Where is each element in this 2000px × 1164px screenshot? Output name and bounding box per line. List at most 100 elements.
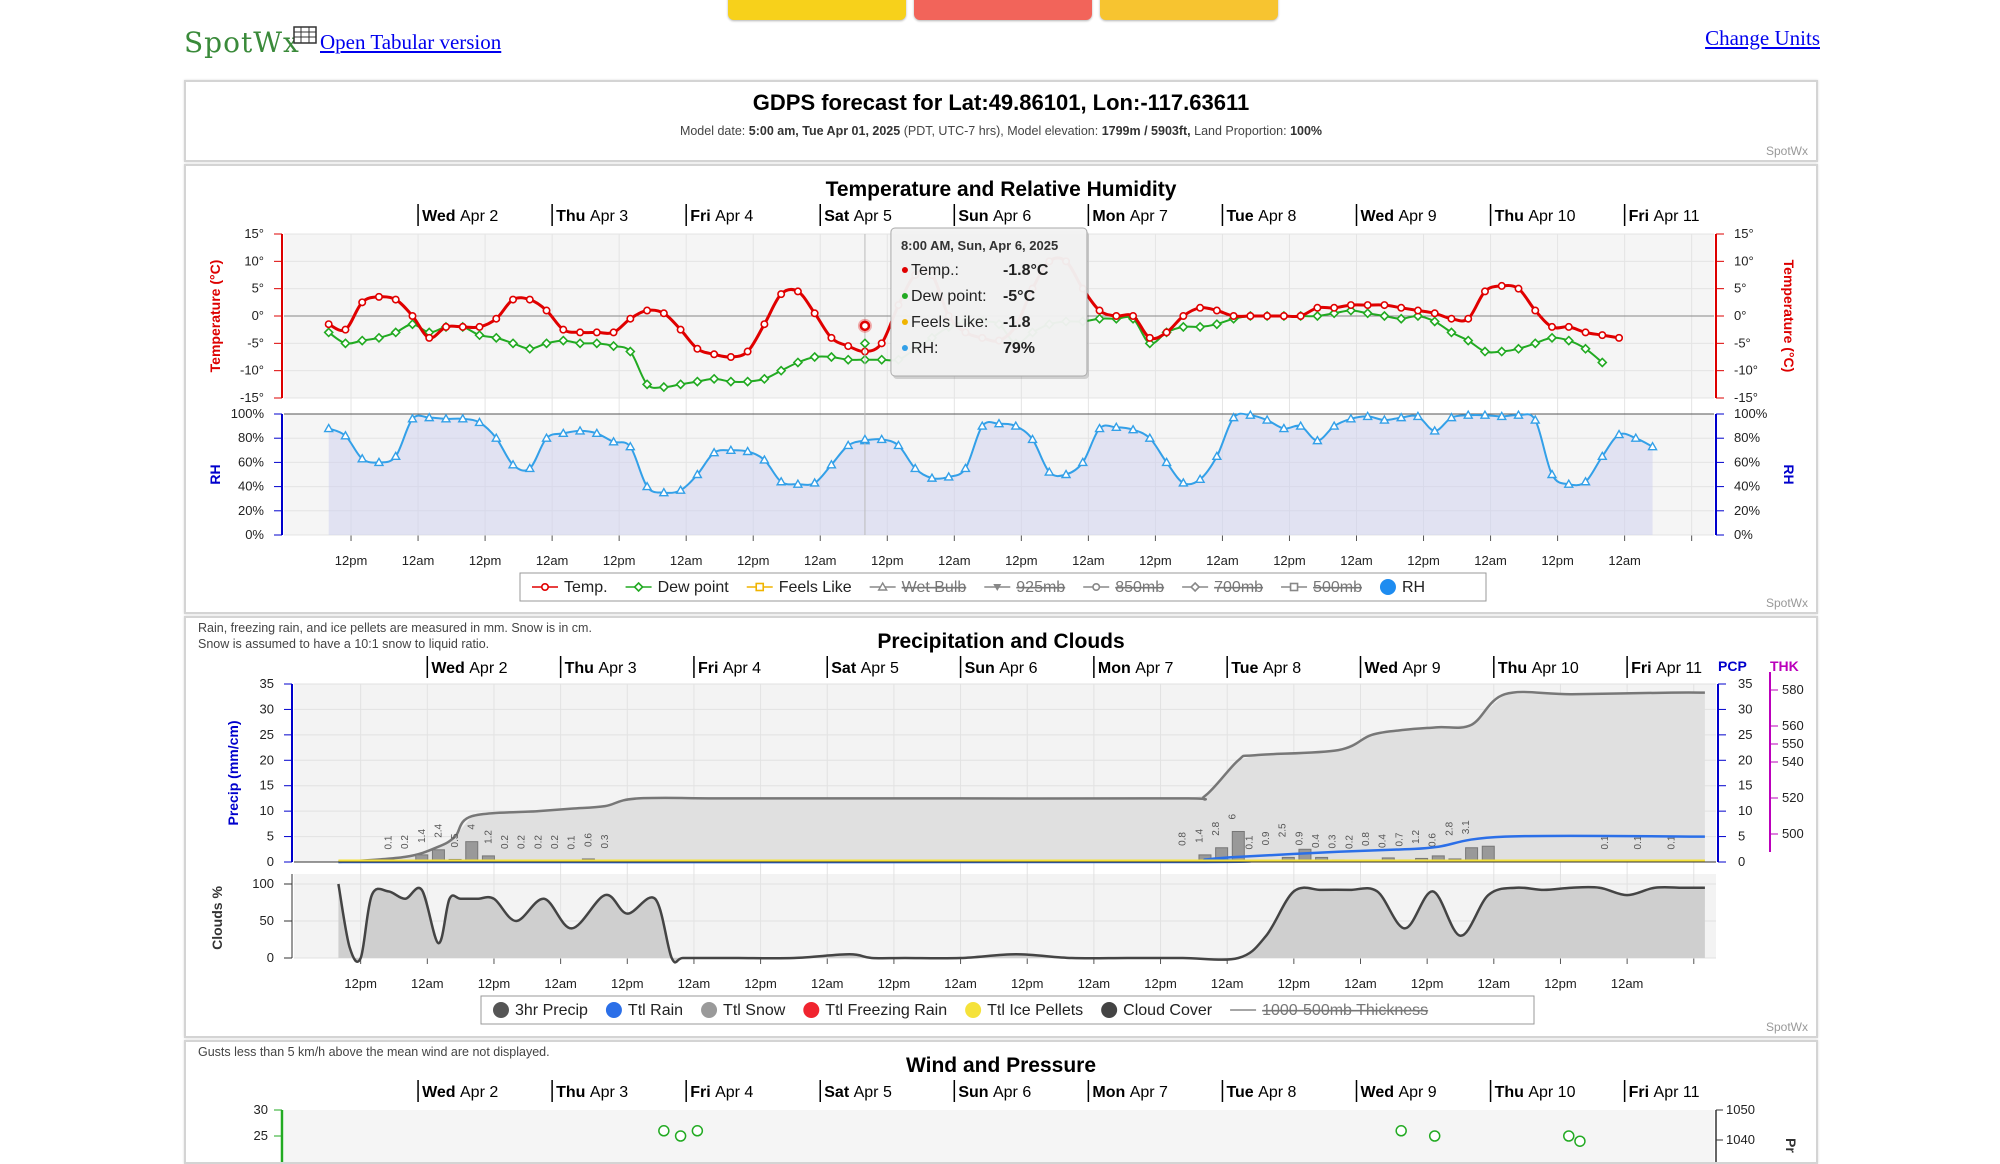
temp-point — [777, 290, 786, 299]
legend-item-7[interactable]: 500mb — [1281, 579, 1362, 596]
legend-marker — [803, 1002, 820, 1018]
temp-point — [1229, 312, 1238, 321]
table-icon[interactable] — [293, 26, 317, 44]
rh-point — [1261, 414, 1273, 424]
rh-point — [1245, 409, 1256, 419]
rh-point — [1379, 414, 1390, 424]
dewpoint-point — [373, 332, 385, 343]
rh-point — [1161, 456, 1172, 467]
legend-item-4[interactable]: 925mb — [984, 579, 1065, 596]
dewpoint-point — [1144, 338, 1155, 349]
x-tick-label: 12am — [670, 553, 703, 568]
precip-note: Rain, freezing rain, and ice pellets are… — [198, 621, 592, 651]
open-tabular-link[interactable]: Open Tabular version — [320, 30, 502, 54]
total-precip-line — [338, 690, 1705, 864]
temp-tick-left: 15° — [244, 226, 264, 241]
precip-tick-right: 5 — [1738, 829, 1745, 844]
day-label: Thu Apr 10 — [1498, 660, 1579, 677]
legend-item-6[interactable]: 1000-500mb Thickness — [1230, 1002, 1428, 1019]
temp-point — [1380, 301, 1389, 310]
day-label: Wed Apr 2 — [422, 1084, 498, 1101]
rh-point — [390, 450, 401, 461]
temp-point — [1464, 314, 1473, 323]
legend-item-4[interactable]: Ttl Ice Pellets — [965, 1002, 1083, 1019]
dewpoint-point — [641, 379, 653, 390]
temp-tick-left: 5° — [252, 281, 264, 296]
rh-point — [1613, 429, 1625, 439]
x-tick-label: 12pm — [1544, 976, 1577, 991]
temp-point — [626, 314, 635, 323]
legend-item-1[interactable]: Ttl Rain — [605, 1002, 683, 1019]
temp-point — [726, 353, 735, 362]
legend-marker — [605, 1002, 622, 1018]
model-date-label: Model date: — [679, 124, 746, 138]
temp-point — [592, 328, 601, 337]
dewpoint-point — [1546, 332, 1558, 343]
rh-point — [1228, 412, 1239, 422]
legend-marker — [701, 1002, 718, 1018]
legend-item-2[interactable]: Feels Like — [746, 579, 852, 596]
temp-point — [1313, 303, 1322, 312]
legend-item-0[interactable]: Temp. — [532, 579, 608, 596]
legend-item-3[interactable]: Wet Bulb — [869, 579, 967, 596]
temp-tick-right: -10° — [1734, 363, 1758, 378]
temp-point — [1095, 306, 1104, 315]
chart-title: Wind and Pressure — [906, 1054, 1096, 1077]
temp-tick-left: -5° — [247, 335, 264, 350]
legend-item-5[interactable]: Cloud Cover — [1101, 1002, 1213, 1019]
legend-item-6[interactable]: 700mb — [1182, 579, 1263, 596]
x-tick-label: 12am — [1608, 553, 1641, 568]
top-button-1[interactable] — [728, 0, 906, 20]
dewpoint-point — [1178, 321, 1189, 333]
legend-item-3[interactable]: Ttl Freezing Rain — [803, 1002, 947, 1019]
spotwx-logo[interactable]: SpotWx — [184, 26, 300, 59]
pcp-axis-label: PCP — [1718, 658, 1747, 674]
dewpoint-point — [1580, 343, 1591, 354]
legend-item-5[interactable]: 850mb — [1083, 579, 1164, 596]
tooltip-box — [890, 227, 1088, 377]
temp-point — [1212, 306, 1221, 315]
gust-points — [658, 1125, 1586, 1147]
precip-bar-label: 0.1 — [383, 835, 394, 849]
rh-point — [1429, 425, 1440, 435]
day-label: Sun Apr 6 — [958, 1084, 1031, 1101]
credit: SpotWx — [1765, 596, 1808, 610]
cloud-area — [338, 884, 1705, 963]
precip-bar-label: 1.2 — [1411, 830, 1422, 844]
rh-point — [1345, 413, 1357, 423]
temp-point — [760, 320, 769, 329]
temp-point — [810, 309, 819, 318]
change-units-link[interactable]: Change Units — [1705, 26, 1820, 50]
rh-point — [491, 432, 502, 442]
day-label: Mon Apr 7 — [1092, 1084, 1168, 1101]
precip-clouds-chart[interactable]: Precipitation and Clouds Wed Apr 2 Thu Apr… — [186, 618, 1816, 1036]
x-tick-label: 12pm — [611, 976, 644, 991]
land-value: 100% — [1290, 124, 1323, 138]
rh-plot-bg — [284, 414, 1714, 535]
wind-pressure-chart[interactable]: Wind and Pressure Wed Apr 2 Thu Apr 3 Fri A… — [186, 1042, 1816, 1162]
rh-point — [1010, 420, 1021, 430]
precip-bar-label: 0.2 — [500, 835, 511, 849]
legend-item-2[interactable]: Ttl Snow — [701, 1002, 786, 1019]
dewpoint-point — [1446, 327, 1457, 338]
temp-point — [1548, 322, 1557, 331]
top-button-3[interactable] — [1100, 0, 1278, 20]
x-tick-label: 12pm — [1011, 976, 1044, 991]
dewpoint-point — [1379, 310, 1390, 322]
top-button-2[interactable] — [914, 0, 1092, 20]
day-label: Thu Apr 3 — [556, 208, 628, 225]
day-label: Wed Apr 9 — [1365, 660, 1441, 677]
legend-item-8[interactable]: RH — [1379, 579, 1425, 596]
rh-point — [1530, 414, 1541, 424]
precip-bar-label: 0.8 — [1178, 832, 1189, 846]
temperature-rh-chart[interactable]: Temperature and Relative Humidity Wed Apr… — [186, 166, 1816, 612]
dewpoint-point — [1329, 308, 1340, 319]
precip-bar-label: 0.8 — [1361, 832, 1372, 846]
legend-item-1[interactable]: Dew point — [625, 579, 730, 596]
day-label: Wed Apr 9 — [1361, 1084, 1437, 1101]
temp-point — [475, 322, 484, 331]
temp-point — [1413, 306, 1422, 315]
legend-label: Ttl Rain — [628, 1002, 683, 1019]
temp-point — [1346, 301, 1355, 310]
legend-item-0[interactable]: 3hr Precip — [493, 1002, 588, 1019]
